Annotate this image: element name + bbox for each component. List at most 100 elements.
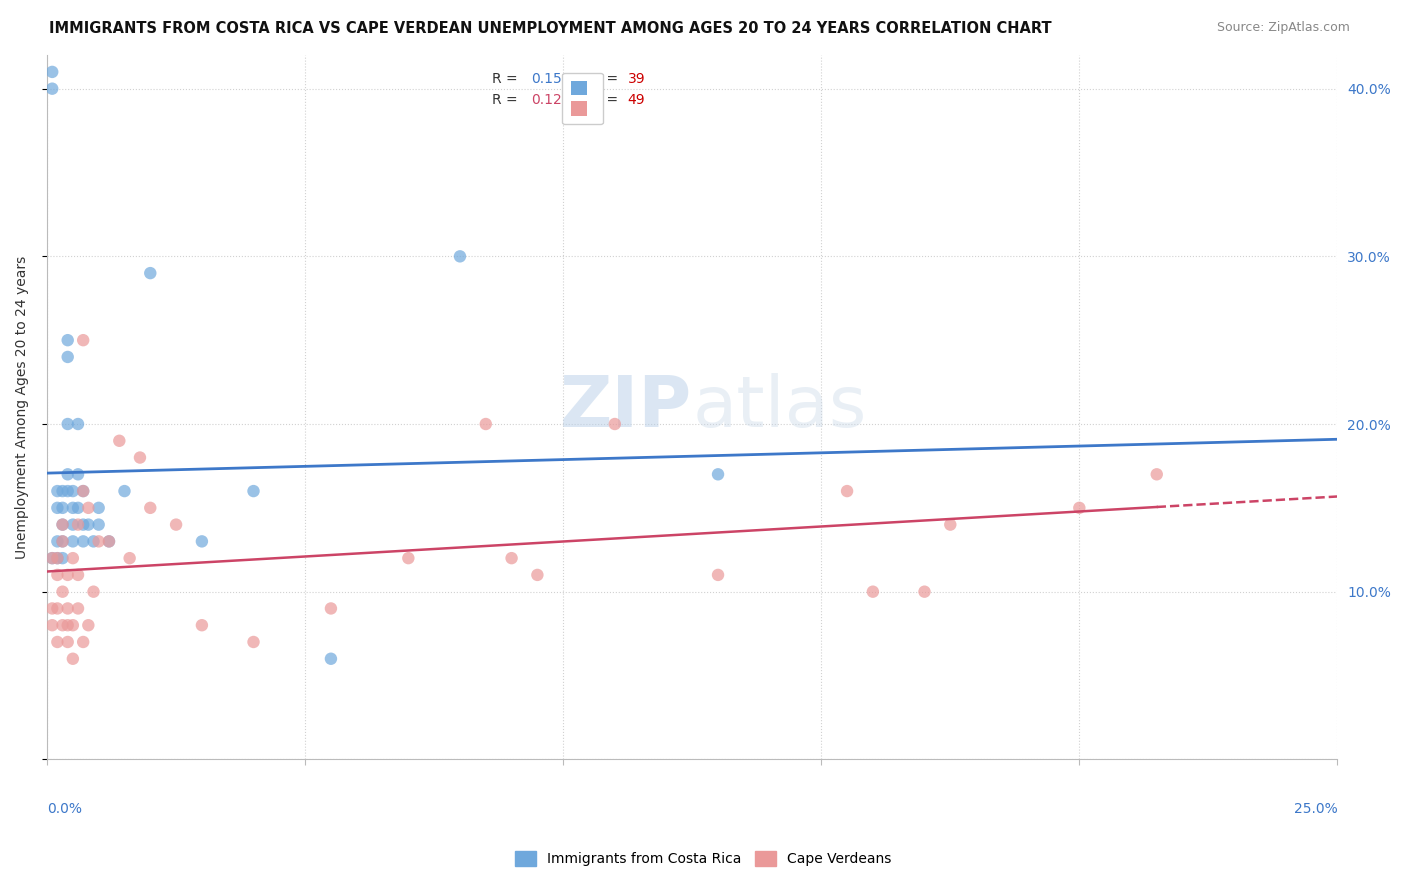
Point	[62, 534, 84, 549]
Point	[56, 568, 79, 582]
Text: 39: 39	[627, 72, 645, 87]
Text: R =: R =	[492, 94, 522, 107]
Point	[62, 618, 84, 632]
Point	[501, 551, 523, 566]
Point	[66, 467, 89, 482]
Text: Source: ZipAtlas.com: Source: ZipAtlas.com	[1216, 21, 1350, 35]
Text: 0.0%: 0.0%	[46, 802, 82, 815]
Point	[41, 65, 63, 79]
Text: 0.150: 0.150	[531, 72, 571, 87]
Point	[51, 534, 73, 549]
Point	[56, 618, 79, 632]
Point	[862, 584, 884, 599]
Point	[396, 551, 419, 566]
Point	[83, 584, 105, 599]
Point	[72, 484, 94, 499]
Point	[139, 266, 162, 280]
Point	[707, 568, 730, 582]
Point	[98, 534, 121, 549]
Point	[87, 517, 110, 532]
Point	[449, 249, 471, 263]
Point	[66, 417, 89, 431]
Point	[139, 500, 162, 515]
Text: N =: N =	[582, 94, 621, 107]
Point	[41, 601, 63, 615]
Point	[51, 484, 73, 499]
Point	[46, 500, 69, 515]
Point	[56, 350, 79, 364]
Point	[46, 534, 69, 549]
Point	[72, 333, 94, 347]
Point	[191, 618, 214, 632]
Point	[87, 500, 110, 515]
Point	[165, 517, 187, 532]
Point	[835, 484, 858, 499]
Point	[603, 417, 626, 431]
Point	[46, 551, 69, 566]
Text: 0.127: 0.127	[531, 94, 571, 107]
Point	[51, 551, 73, 566]
Point	[72, 534, 94, 549]
Point	[41, 551, 63, 566]
Point	[319, 652, 342, 666]
Point	[51, 517, 73, 532]
Point	[242, 635, 264, 649]
Text: atlas: atlas	[692, 373, 866, 442]
Point	[41, 618, 63, 632]
Point	[41, 81, 63, 95]
Point	[56, 417, 79, 431]
Point	[56, 333, 79, 347]
Point	[108, 434, 131, 448]
Point	[77, 500, 100, 515]
Point	[56, 601, 79, 615]
Point	[526, 568, 548, 582]
Legend: , : ,	[562, 72, 603, 125]
Point	[1146, 467, 1168, 482]
Point	[46, 568, 69, 582]
Point	[62, 517, 84, 532]
Point	[319, 601, 342, 615]
Point	[707, 467, 730, 482]
Text: R =: R =	[492, 72, 522, 87]
Point	[114, 484, 136, 499]
Point	[475, 417, 498, 431]
Point	[62, 551, 84, 566]
Point	[72, 484, 94, 499]
Point	[129, 450, 152, 465]
Point	[77, 618, 100, 632]
Point	[51, 534, 73, 549]
Point	[62, 484, 84, 499]
Point	[98, 534, 121, 549]
Y-axis label: Unemployment Among Ages 20 to 24 years: Unemployment Among Ages 20 to 24 years	[15, 256, 30, 559]
Point	[118, 551, 141, 566]
Point	[939, 517, 962, 532]
Point	[191, 534, 214, 549]
Point	[66, 568, 89, 582]
Point	[87, 534, 110, 549]
Point	[51, 618, 73, 632]
Point	[46, 484, 69, 499]
Point	[56, 635, 79, 649]
Point	[914, 584, 936, 599]
Text: 49: 49	[627, 94, 645, 107]
Point	[56, 467, 79, 482]
Point	[242, 484, 264, 499]
Point	[77, 517, 100, 532]
Text: 25.0%: 25.0%	[1294, 802, 1337, 815]
Point	[66, 517, 89, 532]
Point	[62, 652, 84, 666]
Point	[46, 551, 69, 566]
Point	[72, 517, 94, 532]
Point	[62, 500, 84, 515]
Point	[51, 517, 73, 532]
Point	[51, 500, 73, 515]
Point	[41, 551, 63, 566]
Point	[66, 601, 89, 615]
Point	[56, 484, 79, 499]
Point	[46, 635, 69, 649]
Point	[72, 635, 94, 649]
Text: IMMIGRANTS FROM COSTA RICA VS CAPE VERDEAN UNEMPLOYMENT AMONG AGES 20 TO 24 YEAR: IMMIGRANTS FROM COSTA RICA VS CAPE VERDE…	[49, 21, 1052, 37]
Point	[83, 534, 105, 549]
Point	[46, 601, 69, 615]
Legend: Immigrants from Costa Rica, Cape Verdeans: Immigrants from Costa Rica, Cape Verdean…	[509, 846, 897, 871]
